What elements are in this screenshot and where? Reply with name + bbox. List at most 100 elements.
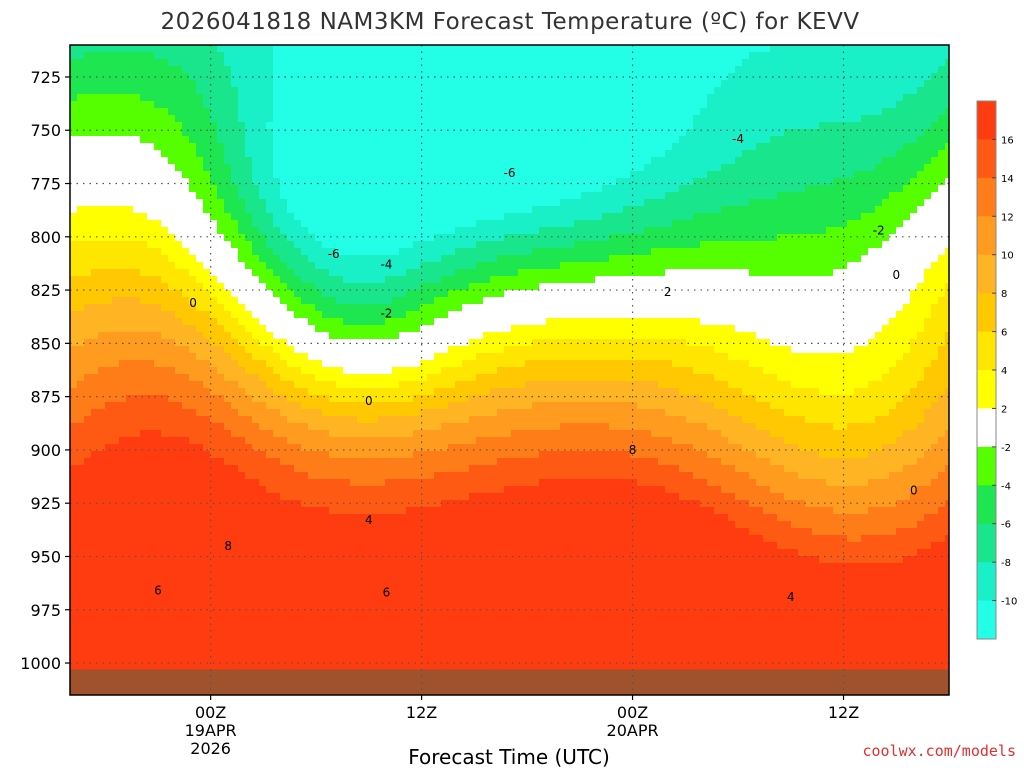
field-cell (777, 192, 785, 200)
field-cell (308, 262, 316, 270)
field-cell (539, 220, 547, 228)
field-cell (133, 129, 141, 137)
field-cell (252, 262, 260, 270)
field-cell (665, 311, 673, 319)
field-cell (595, 94, 603, 102)
field-cell (462, 101, 470, 109)
field-cell (623, 234, 631, 242)
field-cell (707, 192, 715, 200)
field-cell (728, 283, 736, 291)
field-cell (399, 59, 407, 67)
field-cell (469, 213, 477, 221)
field-cell (119, 122, 127, 130)
field-cell (175, 318, 183, 326)
field-cell (553, 283, 561, 291)
field-cell (476, 297, 484, 305)
field-cell (140, 45, 148, 53)
field-cell (917, 73, 925, 81)
field-cell (294, 220, 302, 228)
field-cell (938, 234, 946, 242)
field-cell (322, 290, 330, 298)
field-cell (476, 164, 484, 172)
field-cell (406, 276, 414, 284)
field-cell (728, 276, 736, 284)
field-cell (238, 129, 246, 137)
field-cell (140, 122, 148, 130)
field-cell (868, 115, 876, 123)
field-cell (651, 171, 659, 179)
field-cell (224, 276, 232, 284)
field-cell (350, 220, 358, 228)
field-cell (238, 255, 246, 263)
field-cell (546, 143, 554, 151)
field-cell (392, 206, 400, 214)
field-cell (133, 171, 141, 179)
field-cell (693, 101, 701, 109)
field-cell (812, 122, 820, 130)
field-cell (161, 192, 169, 200)
field-cell (721, 80, 729, 88)
field-cell (679, 122, 687, 130)
field-cell (357, 129, 365, 137)
field-cell (686, 269, 694, 277)
field-cell (315, 234, 323, 242)
field-cell (483, 248, 491, 256)
field-cell (518, 87, 526, 95)
field-cell (917, 276, 925, 284)
field-cell (756, 213, 764, 221)
field-cell (756, 80, 764, 88)
field-cell (70, 150, 78, 158)
field-cell (91, 255, 99, 263)
field-cell (749, 269, 757, 277)
field-cell (616, 73, 624, 81)
field-cell (875, 311, 883, 319)
field-cell (294, 311, 302, 319)
field-cell (490, 164, 498, 172)
field-cell (245, 304, 253, 312)
field-cell (525, 234, 533, 242)
field-cell (560, 136, 568, 144)
field-cell (497, 59, 505, 67)
field-cell (497, 227, 505, 235)
field-cell (252, 66, 260, 74)
field-cell (644, 220, 652, 228)
field-cell (378, 311, 386, 319)
field-cell (357, 45, 365, 53)
field-cell (245, 115, 253, 123)
field-cell (637, 311, 645, 319)
field-cell (329, 311, 337, 319)
field-cell (378, 241, 386, 249)
field-cell (434, 290, 442, 298)
field-cell (602, 108, 610, 116)
field-cell (637, 108, 645, 116)
field-cell (210, 143, 218, 151)
field-cell (112, 150, 120, 158)
field-cell (532, 115, 540, 123)
field-cell (70, 94, 78, 102)
field-cell (665, 101, 673, 109)
field-cell (203, 129, 211, 137)
field-cell (777, 52, 785, 60)
field-cell (469, 185, 477, 193)
field-cell (420, 192, 428, 200)
field-cell (511, 318, 519, 326)
field-cell (168, 192, 176, 200)
field-cell (434, 143, 442, 151)
field-cell (476, 122, 484, 130)
field-cell (518, 94, 526, 102)
field-cell (84, 157, 92, 165)
field-cell (224, 52, 232, 60)
field-cell (203, 178, 211, 186)
field-cell (574, 108, 582, 116)
field-cell (903, 122, 911, 130)
field-cell (406, 115, 414, 123)
field-cell (224, 80, 232, 88)
field-cell (126, 80, 134, 88)
field-cell (455, 199, 463, 207)
field-cell (238, 234, 246, 242)
field-cell (280, 234, 288, 242)
field-cell (679, 108, 687, 116)
field-cell (728, 248, 736, 256)
field-cell (525, 143, 533, 151)
field-cell (588, 73, 596, 81)
